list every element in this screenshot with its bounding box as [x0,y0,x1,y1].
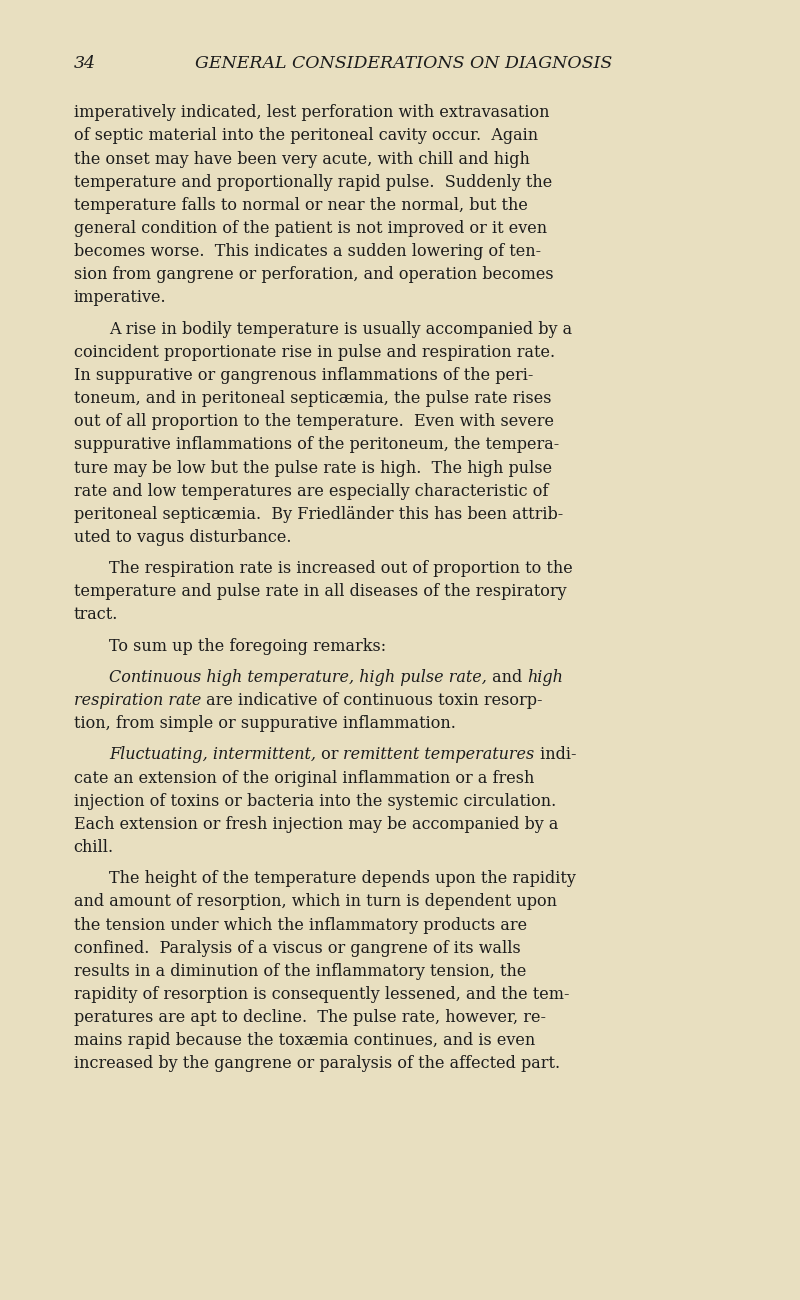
Text: imperatively indicated, lest perforation with extravasation: imperatively indicated, lest perforation… [74,104,549,121]
Text: sion from gangrene or perforation, and operation becomes: sion from gangrene or perforation, and o… [74,266,554,283]
Text: temperature and proportionally rapid pulse.  Suddenly the: temperature and proportionally rapid pul… [74,174,552,191]
Text: uted to vagus disturbance.: uted to vagus disturbance. [74,529,291,546]
Text: indi-: indi- [534,746,576,763]
Text: tract.: tract. [74,607,118,624]
Text: chill.: chill. [74,838,114,855]
Text: respiration rate: respiration rate [74,692,201,708]
Text: peratures are apt to decline.  The pulse rate, however, re-: peratures are apt to decline. The pulse … [74,1009,546,1026]
Text: coincident proportionate rise in pulse and respiration rate.: coincident proportionate rise in pulse a… [74,344,554,361]
Text: mains rapid because the toxæmia continues, and is even: mains rapid because the toxæmia continue… [74,1032,535,1049]
Text: The height of the temperature depends upon the rapidity: The height of the temperature depends up… [109,870,576,888]
Text: peritoneal septicæmia.  By Friedländer this has been attrib-: peritoneal septicæmia. By Friedländer th… [74,506,563,523]
Text: rate and low temperatures are especially characteristic of: rate and low temperatures are especially… [74,482,548,499]
Text: the tension under which the inflammatory products are: the tension under which the inflammatory… [74,916,526,933]
Text: rapidity of resorption is consequently lessened, and the tem-: rapidity of resorption is consequently l… [74,985,569,1004]
Text: remittent temperatures: remittent temperatures [343,746,534,763]
Text: toneum, and in peritoneal septicæmia, the pulse rate rises: toneum, and in peritoneal septicæmia, th… [74,390,551,407]
Text: increased by the gangrene or paralysis of the affected part.: increased by the gangrene or paralysis o… [74,1056,560,1072]
Text: confined.  Paralysis of a viscus or gangrene of its walls: confined. Paralysis of a viscus or gangr… [74,940,520,957]
Text: temperature and pulse rate in all diseases of the respiratory: temperature and pulse rate in all diseas… [74,584,566,601]
Text: the onset may have been very acute, with chill and high: the onset may have been very acute, with… [74,151,530,168]
Text: becomes worse.  This indicates a sudden lowering of ten-: becomes worse. This indicates a sudden l… [74,243,541,260]
Text: or: or [316,746,343,763]
Text: To sum up the foregoing remarks:: To sum up the foregoing remarks: [109,638,386,655]
Text: 34: 34 [74,55,96,72]
Text: ture may be low but the pulse rate is high.  The high pulse: ture may be low but the pulse rate is hi… [74,460,552,477]
Text: results in a diminution of the inflammatory tension, the: results in a diminution of the inflammat… [74,963,526,980]
Text: temperature falls to normal or near the normal, but the: temperature falls to normal or near the … [74,196,527,214]
Text: Continuous high temperature, high pulse rate,: Continuous high temperature, high pulse … [109,670,486,686]
Text: high: high [527,670,563,686]
Text: In suppurative or gangrenous inflammations of the peri-: In suppurative or gangrenous inflammatio… [74,367,533,384]
Text: injection of toxins or bacteria into the systemic circulation.: injection of toxins or bacteria into the… [74,793,556,810]
Text: cate an extension of the original inflammation or a fresh: cate an extension of the original inflam… [74,770,534,786]
Text: Each extension or fresh injection may be accompanied by a: Each extension or fresh injection may be… [74,816,558,833]
Text: and: and [486,670,527,686]
Text: Fluctuating, intermittent,: Fluctuating, intermittent, [109,746,316,763]
Text: out of all proportion to the temperature.  Even with severe: out of all proportion to the temperature… [74,413,554,430]
Text: A rise in bodily temperature is usually accompanied by a: A rise in bodily temperature is usually … [109,321,572,338]
Text: tion, from simple or suppurative inflammation.: tion, from simple or suppurative inflamm… [74,715,455,732]
Text: general condition of the patient is not improved or it even: general condition of the patient is not … [74,220,546,237]
Text: of septic material into the peritoneal cavity occur.  Again: of septic material into the peritoneal c… [74,127,538,144]
Text: are indicative of continuous toxin resorp-: are indicative of continuous toxin resor… [201,692,542,708]
Text: The respiration rate is increased out of proportion to the: The respiration rate is increased out of… [109,560,573,577]
Text: suppurative inflammations of the peritoneum, the tempera-: suppurative inflammations of the periton… [74,437,559,454]
Text: and amount of resorption, which in turn is dependent upon: and amount of resorption, which in turn … [74,893,557,910]
Text: imperative.: imperative. [74,290,166,307]
Text: GENERAL CONSIDERATIONS ON DIAGNOSIS: GENERAL CONSIDERATIONS ON DIAGNOSIS [195,55,613,72]
